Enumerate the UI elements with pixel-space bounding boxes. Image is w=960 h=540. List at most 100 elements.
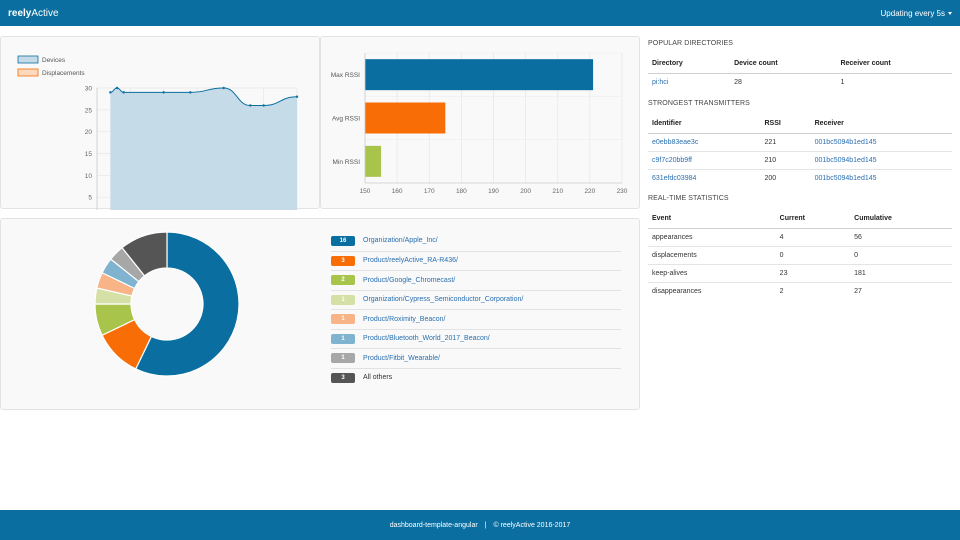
- transmitter-link[interactable]: c9f7c20bb9ff: [652, 156, 692, 164]
- rssi-bar-chart-panel: 150 160 170 180 190 200 210 220 230 Max RSSI Avg R…: [320, 36, 640, 209]
- y-tick-label: 20: [85, 129, 93, 136]
- legend-label: All others: [363, 374, 393, 382]
- caret-down-icon: [948, 11, 952, 15]
- rssi-bar: [365, 102, 446, 134]
- y-tick-label: 30: [85, 86, 93, 93]
- column-header: Receiver: [810, 113, 952, 134]
- x-tick-label: 200: [520, 188, 531, 195]
- devices-point: [222, 86, 225, 90]
- rssi-bar-chart: 150 160 170 180 190 200 210 220 230 Max RSSI Avg R…: [331, 52, 628, 195]
- count-badge: 1: [331, 294, 355, 305]
- update-interval-label: Updating every 5s: [880, 8, 945, 18]
- column-header: Device count: [730, 54, 837, 74]
- footer: dashboard-template-angular | © reelyActi…: [0, 510, 960, 540]
- x-tick-label: 150: [360, 188, 371, 195]
- category-label: Max RSSI: [331, 72, 360, 79]
- legend-link[interactable]: Product/Roximity_Beacon/: [363, 315, 446, 323]
- x-tick-label: 160: [392, 188, 403, 195]
- devices-line-chart-panel: 05101520253015202530354045DevicesDisplac…: [0, 36, 320, 231]
- table-row: appearances 4 56: [648, 229, 952, 247]
- x-tick-label: 170: [424, 188, 435, 195]
- legend-item: 1 Product/Bluetooth_World_2017_Beacon/: [331, 328, 621, 349]
- receiver-link[interactable]: 001bc5094b1ed145: [814, 138, 877, 146]
- footer-project: dashboard-template-angular: [389, 521, 478, 529]
- brand-logo[interactable]: reelyActive: [8, 8, 59, 19]
- x-tick-label: 230: [617, 188, 628, 195]
- legend-link[interactable]: Product/Google_Chromecast/: [363, 276, 456, 284]
- devices-point: [122, 91, 125, 94]
- table-row: e0ebb83eae3c 221 001bc5094b1ed145: [648, 133, 952, 151]
- table-row: c9f7c20bb9ff 210 001bc5094b1ed145: [648, 150, 952, 169]
- transmitter-link[interactable]: e0ebb83eae3c: [652, 138, 699, 146]
- update-interval-dropdown[interactable]: Updating every 5s: [881, 9, 952, 18]
- receiver-count: 1: [840, 79, 845, 87]
- devices-point: [109, 91, 112, 94]
- x-tick-label: 190: [488, 188, 499, 195]
- devices-point: [162, 91, 165, 94]
- legend-link[interactable]: Product/reelyActive_RA-R436/: [363, 257, 458, 265]
- strongest-transmitters-table: Identifier RSSI Receiver e0ebb83eae3c 22…: [648, 113, 952, 187]
- y-tick-label: 10: [85, 173, 93, 180]
- count-badge: 1: [331, 314, 355, 325]
- count-badge: 3: [331, 372, 355, 383]
- legend-label-displacements: Displacements: [42, 70, 85, 77]
- devices-area: [110, 88, 297, 219]
- table-row: displacements 0 0: [648, 246, 952, 265]
- device-types-panel: 16 Organization/Apple_Inc/3 Product/reelyA…: [0, 218, 640, 410]
- devices-point: [262, 104, 265, 107]
- cumulative-value: 0: [850, 246, 952, 265]
- current-value: 23: [775, 264, 851, 283]
- legend-item: 3 All others: [331, 367, 621, 388]
- legend-link[interactable]: Product/Bluetooth_World_2017_Beacon/: [363, 335, 490, 343]
- event-name: appearances: [652, 234, 693, 241]
- brand-bold: reely: [8, 7, 32, 19]
- popular-directories-title: POPULAR DIRECTORIES: [648, 40, 734, 47]
- column-header: Event: [648, 209, 776, 229]
- column-header: Directory: [648, 54, 731, 74]
- device-count: 28: [734, 79, 742, 87]
- current-value: 2: [775, 282, 851, 301]
- devices-point: [115, 86, 119, 90]
- legend-item: 3 Product/reelyActive_RA-R436/: [331, 250, 621, 271]
- count-badge: 16: [331, 235, 355, 246]
- table-row: 631efdc03984 200 001bc5094b1ed145: [648, 168, 952, 187]
- rssi-value: 221: [764, 138, 777, 146]
- current-value: 4: [779, 234, 784, 241]
- transmitter-link[interactable]: 631efdc03984: [652, 174, 697, 182]
- rssi-bar: [365, 59, 594, 91]
- column-header: Receiver count: [836, 54, 952, 74]
- footer-separator: |: [484, 521, 487, 529]
- column-header: Identifier: [648, 113, 761, 134]
- legend-link[interactable]: Organization/Apple_Inc/: [363, 237, 438, 245]
- rssi-value: 210: [760, 150, 811, 169]
- cumulative-value: 181: [850, 264, 952, 283]
- column-header: Current: [775, 209, 851, 229]
- popular-directories-table: Directory Device count Receiver count pi…: [648, 54, 952, 92]
- y-tick-label: 15: [85, 151, 93, 158]
- navbar: reelyActive Updating every 5s: [0, 0, 960, 26]
- devices-point: [249, 104, 252, 107]
- category-label: Min RSSI: [333, 159, 361, 166]
- table-row: disappearances 2 27: [648, 282, 952, 301]
- cumulative-value: 56: [854, 234, 862, 241]
- legend-swatch-devices: [17, 55, 39, 64]
- event-name: disappearances: [648, 282, 776, 301]
- table-row: keep-alives 23 181: [648, 264, 952, 283]
- y-tick-label: 5: [88, 195, 92, 202]
- legend-link[interactable]: Organization/Cypress_Semiconductor_Corpo…: [363, 296, 524, 304]
- legend-item: 1 Organization/Cypress_Semiconductor_Corp…: [331, 289, 621, 310]
- device-types-legend: 16 Organization/Apple_Inc/3 Product/reelyA…: [331, 231, 621, 387]
- directory-link[interactable]: pi:hci: [652, 79, 669, 87]
- event-name: keep-alives: [648, 264, 776, 283]
- legend-swatch-displacements: [17, 68, 39, 77]
- legend-link[interactable]: Product/Fitbit_Wearable/: [363, 354, 440, 362]
- count-badge: 2: [331, 275, 355, 286]
- current-value: 0: [775, 246, 851, 265]
- count-badge: 1: [331, 333, 355, 344]
- stats-column: POPULAR DIRECTORIES Directory Device cou…: [648, 36, 952, 309]
- receiver-link[interactable]: 001bc5094b1ed145: [814, 156, 877, 164]
- rssi-bar: [365, 145, 382, 177]
- donut-slice: [121, 231, 168, 277]
- receiver-link[interactable]: 001bc5094b1ed145: [814, 174, 877, 182]
- event-name: displacements: [648, 246, 776, 265]
